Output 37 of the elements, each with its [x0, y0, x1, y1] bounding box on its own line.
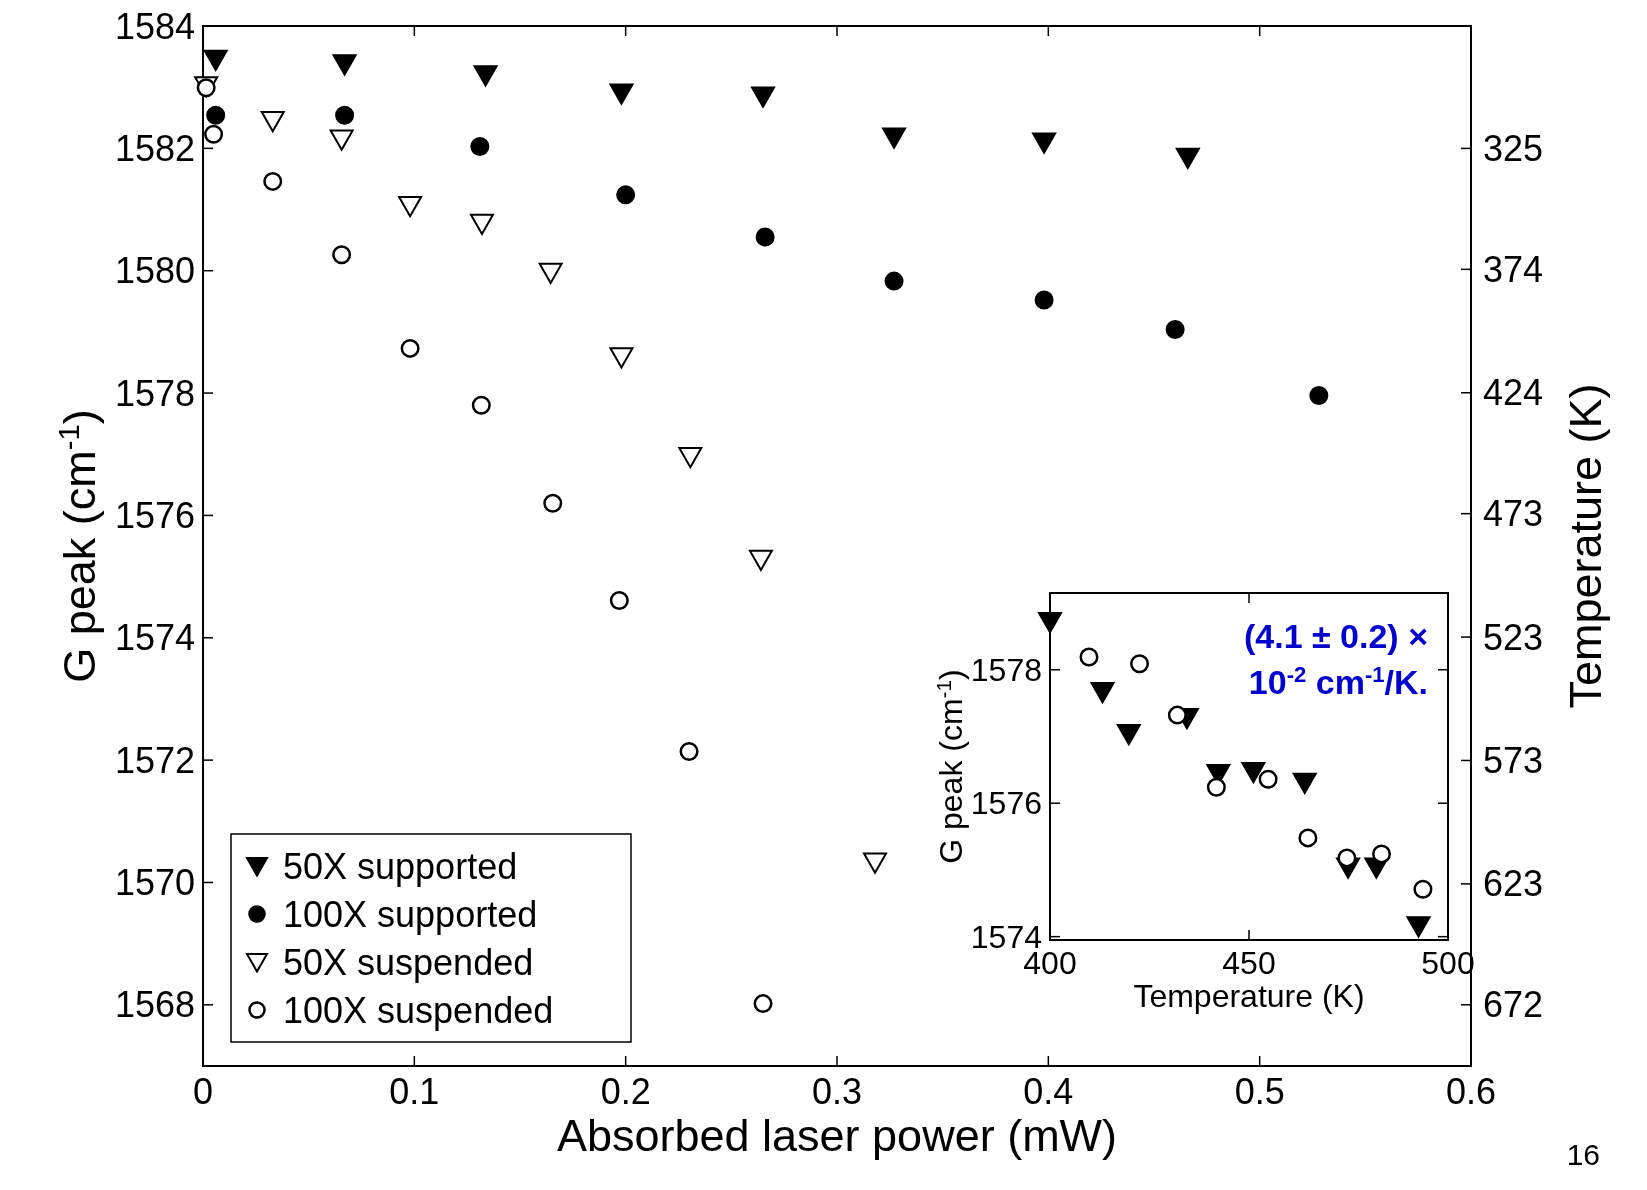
y-tick-label: 1568	[114, 984, 195, 1026]
y-tick-label: 1582	[114, 127, 195, 169]
x-tick-label: 0.4	[1023, 1070, 1074, 1112]
y-tick-label: 1570	[114, 861, 195, 903]
x-tick-label: 0.2	[600, 1070, 651, 1112]
y-tick-label: 1576	[114, 494, 195, 536]
x-axis-title: Temperature (K)	[1133, 978, 1365, 1015]
y2-tick-label: 573	[1483, 739, 1544, 781]
x-tick-label: 450	[1222, 944, 1276, 981]
y-tick-label: 1578	[970, 651, 1042, 688]
y2-tick-label: 473	[1483, 493, 1544, 535]
y2-tick-label: 325	[1483, 127, 1544, 169]
legend-label: 100X supported	[283, 893, 538, 935]
x-tick-label: 0.3	[811, 1070, 863, 1112]
text: 16	[1566, 1138, 1600, 1171]
y2-tick-label: 672	[1483, 984, 1544, 1026]
legend-label: 100X suspended	[283, 989, 554, 1031]
y-tick-label: 1572	[114, 739, 195, 781]
y2-tick-label: 623	[1483, 863, 1544, 905]
legend-label: 50X supported	[283, 845, 518, 887]
y-tick-label: 1578	[114, 372, 195, 414]
y2-axis-title: Temperature (K)	[1559, 383, 1611, 709]
x-tick-label: 0	[192, 1070, 214, 1112]
x-tick-label: 0.5	[1234, 1070, 1285, 1112]
x-tick-label: 0.1	[389, 1070, 440, 1112]
y2-tick-label: 523	[1483, 616, 1544, 658]
y-tick-label: 1576	[970, 785, 1042, 822]
y-tick-label: 1574	[114, 617, 195, 659]
x-axis-title: Absorbed laser power (mW)	[556, 1109, 1118, 1161]
x-tick-label: 0.6	[1445, 1070, 1497, 1112]
y2-tick-label: 374	[1483, 248, 1544, 290]
annotation: 10$^{-2}$ cm$^{-1}$/K.	[1248, 661, 1428, 701]
legend-label: 50X suspended	[283, 941, 534, 983]
y-tick-label: 1584	[114, 5, 195, 47]
y-tick-label: 1580	[114, 250, 195, 292]
annotation: (4.1 ± 0.2) ×	[1243, 617, 1428, 655]
y2-tick-label: 424	[1483, 372, 1544, 414]
